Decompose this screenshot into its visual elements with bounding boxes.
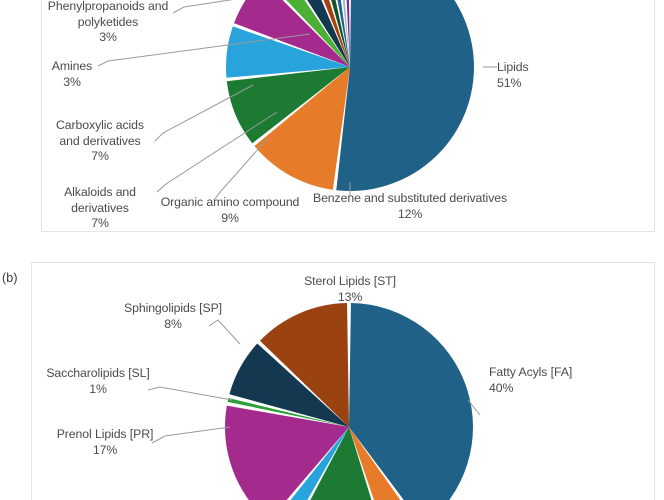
label-fatty-acyls-name: Fatty Acyls [FA] — [489, 365, 573, 379]
label-benzene-pct: 12% — [397, 206, 423, 221]
label-benzene: Benzene and substituted derivatives 12% — [305, 191, 515, 222]
label-phenylpropanoids: Phenylpropanoids and polyketides 3% — [43, 0, 173, 46]
panel-b-tag: (b) — [2, 271, 18, 285]
label-fatty-acyls-pct: 40% — [489, 380, 514, 395]
leader-saccharo — [147, 386, 233, 401]
pie-slice — [286, 0, 350, 67]
pie-slice — [234, 0, 350, 67]
label-sphingo: Sphingolipids [SP] 8% — [118, 301, 228, 332]
label-fatty-acyls: Fatty Acyls [FA] 40% — [489, 365, 572, 396]
pie-b-leader-lines — [147, 319, 481, 444]
leader-organic-amino — [213, 137, 269, 201]
pie-slice — [229, 343, 349, 427]
leader-amines — [97, 33, 311, 67]
leader-carboxylic — [154, 84, 254, 142]
pie-chart-a — [97, 0, 497, 201]
pie-a-slices — [226, 0, 474, 191]
label-saccharo-name: Saccharolipids [SL] — [46, 366, 150, 380]
pie-slice — [290, 427, 349, 500]
label-prenol-pct: 17% — [92, 442, 118, 457]
pie-slice — [342, 0, 350, 67]
label-carboxylic-name1: Carboxylic acids — [56, 118, 144, 132]
label-alkaloids-pct: 7% — [91, 216, 109, 230]
pie-slice — [227, 398, 349, 427]
label-carboxylic-pct: 7% — [91, 149, 109, 163]
label-prenol: Prenol Lipids [PR] 17% — [52, 427, 158, 458]
label-alkaloids-name2: derivatives — [71, 200, 129, 215]
label-organic-amino: Organic amino compound 9% — [155, 195, 305, 226]
pie-slice — [254, 67, 350, 190]
pie-b-slices — [225, 303, 473, 500]
label-carboxylic-name2: and derivatives — [59, 133, 141, 148]
leader-fatty-acyls — [467, 399, 481, 416]
label-sterol-name: Sterol Lipids [ST] — [304, 274, 396, 288]
pie-slice — [307, 0, 350, 67]
pie-slice — [346, 0, 350, 67]
label-phenylpropanoids-name1: Phenylpropanoids and — [47, 0, 169, 13]
leader-sphingo — [208, 319, 241, 345]
label-sphingo-pct: 8% — [164, 316, 182, 331]
pie-slice — [323, 0, 350, 67]
leader-phenylpropanoids — [172, 0, 234, 14]
label-sphingo-name: Sphingolipids [SP] — [123, 301, 222, 315]
pie-slice — [226, 26, 350, 78]
pie-slice — [349, 303, 473, 500]
label-lipids: Lipids 51% — [497, 60, 529, 91]
pie-slice — [331, 0, 350, 67]
label-carboxylic: Carboxylic acids and derivatives 7% — [45, 118, 155, 165]
label-amines: Amines 3% — [46, 59, 98, 90]
label-prenol-name: Prenol Lipids [PR] — [56, 427, 154, 441]
pie-slice — [310, 427, 372, 500]
leader-alkaloids — [156, 111, 278, 193]
label-organic-amino-name: Organic amino compound — [160, 195, 300, 209]
pie-slice — [349, 427, 401, 500]
label-alkaloids-name1: Alkaloids and — [64, 185, 136, 199]
label-organic-amino-pct: 9% — [221, 210, 239, 225]
pie-slice — [336, 0, 474, 191]
label-saccharo: Saccharolipids [SL] 1% — [42, 366, 154, 397]
label-sterol-pct: 13% — [337, 289, 363, 304]
label-lipids-name: Lipids — [497, 60, 529, 74]
leader-prenol — [151, 426, 231, 444]
label-sterol: Sterol Lipids [ST] 13% — [255, 274, 445, 305]
label-benzene-name: Benzene and substituted derivatives — [312, 191, 508, 205]
pie-slice — [225, 405, 349, 500]
pie-slice — [337, 0, 350, 67]
pie-slice — [259, 303, 349, 427]
label-phenylpropanoids-name2: polyketides — [77, 14, 139, 29]
label-saccharo-pct: 1% — [89, 381, 107, 396]
label-amines-name: Amines — [51, 59, 93, 73]
label-amines-pct: 3% — [63, 74, 81, 89]
label-alkaloids: Alkaloids and derivatives 7% — [45, 185, 155, 232]
label-phenylpropanoids-pct: 3% — [99, 30, 117, 44]
label-lipids-pct: 51% — [497, 75, 522, 90]
pie-a-leader-lines — [97, 0, 497, 201]
